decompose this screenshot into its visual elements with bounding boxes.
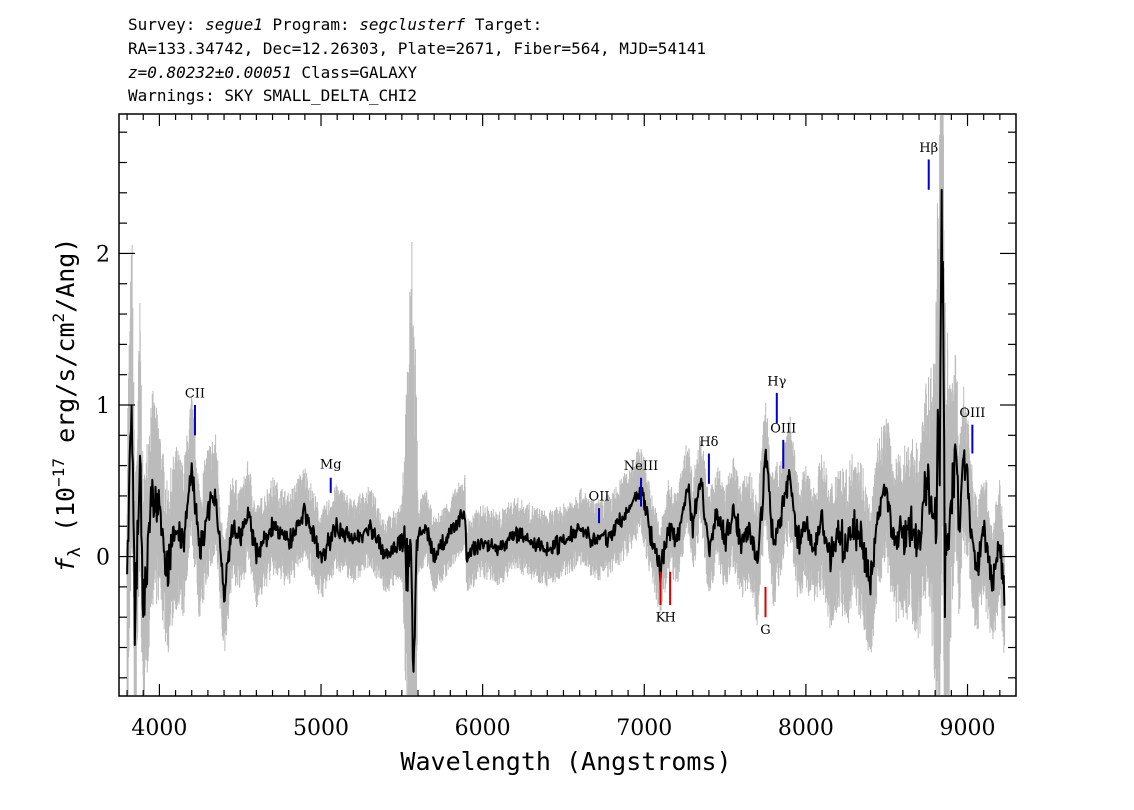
y-tick-label: 0 [96, 546, 110, 571]
y-axis-f: f [51, 556, 80, 572]
flux-series-path [126, 188, 1006, 673]
header-line-2: RA=133.34742, Dec=12.26303, Plate=2671, … [128, 39, 706, 58]
program-value: segclusterf [359, 15, 465, 34]
redshift-value: z=0.80232±0.00051 [128, 63, 292, 82]
axes: 4000 5000 6000 7000 8000 9000 0 1 2 [96, 114, 1016, 741]
program-label: Program: [273, 15, 350, 34]
x-tick-label: 5000 [293, 716, 349, 741]
line-marker-label-6: OIII [770, 421, 796, 436]
line-markers: CII Mg OII NeIII Hδ Hγ OIII Hβ OIII K H G [185, 141, 986, 638]
class-value: Class=GALAXY [301, 63, 417, 82]
line-marker-label-3: NeIII [624, 459, 658, 474]
y-axis-title: fλ (10−17 erg/s/cm2/Ang) [49, 238, 85, 573]
target-label: Target: [475, 15, 542, 34]
line-marker-label-10: H [664, 611, 675, 626]
noise-series-path [126, 115, 1006, 695]
x-tick-label: 7000 [616, 716, 672, 741]
x-tick-label: 8000 [778, 716, 834, 741]
line-marker-label-0: CII [185, 386, 205, 401]
flux-spectrum [126, 188, 1006, 673]
y-tick-label: 2 [96, 242, 110, 267]
x-tick-label: 4000 [131, 716, 187, 741]
header-line-3: z=0.80232±0.00051 Class=GALAXY [128, 63, 417, 82]
plot-frame [118, 113, 1017, 697]
x-tick-label: 9000 [940, 716, 996, 741]
line-marker-label-2: OII [589, 489, 610, 504]
line-marker-label-7: Hβ [919, 141, 938, 156]
line-marker-label-4: Hδ [699, 435, 718, 450]
noise-spectrum [126, 115, 1006, 695]
line-marker-label-1: Mg [320, 458, 342, 473]
y-axis-lambda: λ [65, 547, 85, 557]
header-block: Survey: segue1 Program: segclusterf Targ… [128, 15, 706, 105]
header-line-1: Survey: segue1 Program: segclusterf Targ… [128, 15, 542, 34]
header-line-4: Warnings: SKY SMALL_DELTA_CHI2 [128, 86, 417, 105]
y-axis-mid: erg/s/cm [51, 323, 80, 458]
y-axis-exp2: 2 [49, 313, 68, 323]
x-axis-title: Wavelength (Angstroms) [400, 747, 731, 776]
y-axis-pre: (10 [51, 487, 80, 547]
line-marker-label-9: K [656, 611, 666, 626]
x-tick-label: 6000 [455, 716, 511, 741]
y-tick-label: 1 [96, 394, 110, 419]
line-marker-label-11: G [760, 623, 770, 638]
survey-value: segue1 [205, 15, 263, 34]
y-axis-exp1: −17 [49, 458, 68, 487]
line-marker-label-8: OIII [959, 406, 985, 421]
line-marker-label-5: Hγ [767, 374, 786, 389]
survey-label: Survey: [128, 15, 195, 34]
y-axis-post: /Ang) [51, 238, 80, 313]
